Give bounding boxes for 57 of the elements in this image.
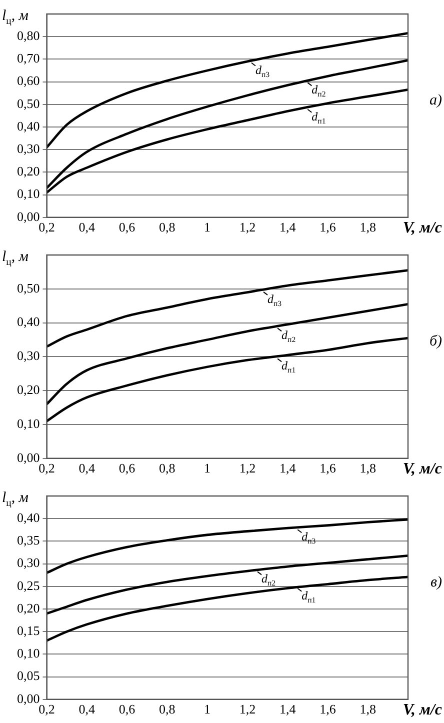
- y-tick-label: 0,40: [17, 510, 40, 526]
- x-tick-label: 1: [204, 460, 211, 476]
- y-tick-label: 0,35: [17, 532, 40, 548]
- x-axis-title: V, м/с: [402, 220, 442, 237]
- x-tick-label: 1: [204, 702, 211, 717]
- x-tick-label: 1,2: [239, 460, 256, 476]
- x-tick-label: 0,4: [78, 220, 96, 235]
- x-tick-label: 1,6: [320, 460, 336, 476]
- y-tick-label: 0,30: [17, 555, 40, 570]
- x-tick-label: 0,6: [118, 702, 136, 717]
- x-tick-label: 1,2: [239, 220, 256, 235]
- y-tick-label: 0,20: [17, 382, 40, 398]
- x-axis-title: V, м/с: [402, 702, 442, 719]
- x-tick-label: 1,8: [360, 702, 376, 717]
- y-tick-label: 0,70: [17, 50, 40, 66]
- x-tick-label: 1,4: [279, 460, 296, 476]
- x-tick-label: 1,8: [360, 220, 376, 235]
- x-tick-label: 0,6: [118, 220, 136, 235]
- y-tick-label: 0,60: [17, 73, 40, 88]
- x-tick-label: 0,8: [159, 460, 176, 476]
- y-tick-label: 0,25: [17, 578, 40, 593]
- y-tick-label: 0,15: [17, 623, 40, 638]
- x-tick-label: 1,4: [279, 702, 296, 717]
- x-tick-label: 0,2: [38, 702, 55, 717]
- y-tick-label: 0,00: [17, 208, 40, 224]
- x-tick-label: 0,6: [118, 460, 136, 476]
- y-tick-label: 0,10: [17, 186, 40, 202]
- y-tick-label: 0,00: [17, 690, 40, 706]
- x-axis-title: V, м/с: [402, 460, 442, 478]
- y-tick-label: 0,30: [17, 348, 40, 364]
- x-tick-label: 0,4: [78, 702, 96, 717]
- x-tick-label: 1,6: [320, 702, 336, 717]
- y-tick-label: 0,20: [17, 600, 40, 616]
- y-tick-label: 0,00: [17, 450, 40, 465]
- x-tick-label: 1,2: [239, 702, 256, 717]
- text: в): [430, 574, 442, 591]
- text: а): [430, 92, 442, 109]
- x-tick-label: 0,8: [159, 220, 176, 235]
- y-tick-label: 0,40: [17, 314, 40, 330]
- text: б): [429, 334, 442, 350]
- y-tick-label: 0,10: [17, 416, 40, 431]
- y-tick-label: 0,20: [17, 164, 40, 179]
- x-tick-label: 0,4: [78, 460, 96, 476]
- y-tick-label: 0,40: [17, 118, 40, 134]
- y-tick-label: 0,30: [17, 141, 40, 156]
- x-tick-label: 1,4: [279, 220, 296, 235]
- y-tick-label: 0,50: [17, 280, 40, 296]
- x-tick-label: 1: [204, 220, 211, 235]
- y-tick-label: 0,50: [17, 96, 40, 111]
- x-tick-label: 0,2: [38, 460, 55, 476]
- x-tick-label: 1,8: [360, 460, 376, 476]
- x-tick-label: 0,2: [38, 220, 55, 235]
- x-tick-label: 1,6: [320, 220, 336, 235]
- y-tick-label: 0,05: [17, 668, 40, 684]
- y-tick-label: 0,10: [17, 646, 40, 661]
- x-tick-label: 0,8: [159, 702, 176, 717]
- y-tick-label: 0,80: [17, 28, 40, 44]
